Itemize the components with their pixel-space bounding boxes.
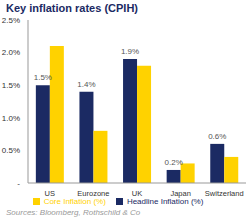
html-text:Sources: Bloomberg, Rothschild: Sources: Bloomberg, Rothschild & Co [6, 208, 141, 217]
svg-text:1.9%: 1.9% [121, 47, 139, 56]
svg-text:1.0%: 1.0% [8, 114, 20, 123]
svg-text:US: US [45, 189, 55, 198]
svg-text:Eurozone: Eurozone [77, 189, 109, 198]
html-text:Key inflation rates (CPIH): Key inflation rates (CPIH) [6, 2, 138, 14]
svg-text:1.5%: 1.5% [34, 73, 52, 82]
svg-text:1.5%: 1.5% [8, 81, 20, 90]
svg-text:1.4%: 1.4% [77, 80, 95, 89]
svg-text:2.5%: 2.5% [8, 16, 20, 25]
svg-text:Japan: Japan [170, 189, 190, 198]
svg-text:2.0%: 2.0% [8, 48, 20, 57]
html-text:Headline Inflation (%): Headline Inflation (%) [126, 197, 204, 206]
svg-text:0.6%: 0.6% [208, 132, 226, 141]
html-text:Core Inflation (%): Core Inflation (%) [43, 197, 106, 206]
svg-text:-: - [17, 179, 20, 188]
svg-text:0.5%: 0.5% [8, 146, 20, 155]
svg-text:0.2%: 0.2% [165, 158, 183, 167]
svg-text:UK: UK [132, 189, 142, 198]
svg-text:Switzerland: Switzerland [205, 189, 242, 198]
